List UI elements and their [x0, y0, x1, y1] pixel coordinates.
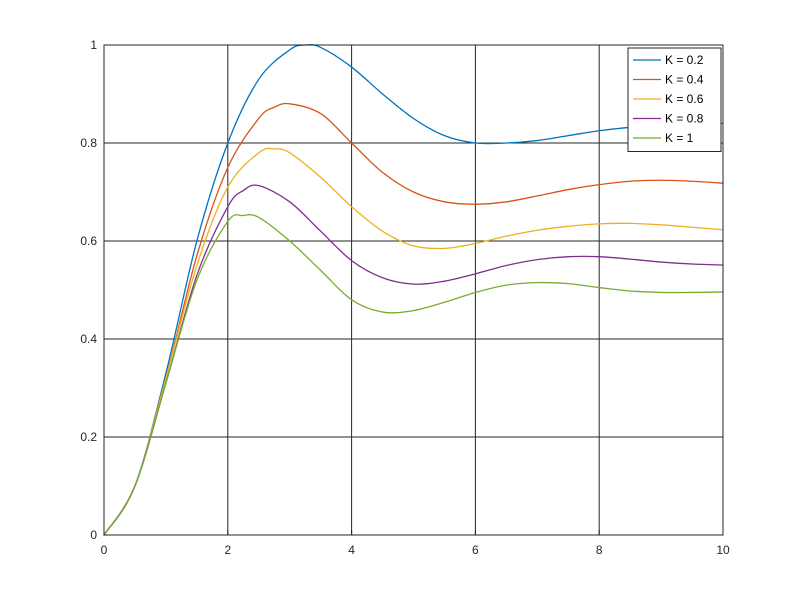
legend-label: K = 0.4 — [665, 73, 704, 87]
x-tick-label: 8 — [596, 543, 603, 557]
legend-label: K = 0.8 — [665, 112, 704, 126]
y-tick-label: 0.4 — [80, 332, 97, 346]
series-line-5 — [103, 214, 724, 536]
y-tick-label: 0.2 — [80, 430, 97, 444]
series-line-4 — [103, 184, 724, 536]
y-tick-label: 1 — [90, 38, 97, 52]
x-tick-label: 0 — [101, 543, 108, 557]
x-tick-label: 6 — [472, 543, 479, 557]
x-tick-label: 2 — [224, 543, 231, 557]
series-line-2 — [103, 102, 724, 536]
x-tick-label: 10 — [716, 543, 730, 557]
legend-label: K = 1 — [665, 131, 694, 145]
grid-lines — [104, 45, 723, 535]
series-line-1 — [103, 43, 724, 536]
x-tick-label: 4 — [348, 543, 355, 557]
series-line-3 — [103, 147, 724, 536]
legend: K = 0.2 K = 0.4 K = 0.6 K = 0.8 K = 1 — [627, 47, 722, 152]
axis-ticks: 0 2 4 6 8 10 0 0.2 0.4 0.6 0.8 1 — [80, 38, 730, 557]
y-tick-label: 0.8 — [80, 136, 97, 150]
legend-label: K = 0.2 — [665, 53, 704, 67]
legend-box — [627, 47, 722, 152]
legend-label: K = 0.6 — [665, 92, 704, 106]
series-lines — [103, 43, 724, 536]
y-tick-label: 0.6 — [80, 234, 97, 248]
axes-frame — [103, 44, 724, 536]
y-tick-label: 0 — [90, 528, 97, 542]
